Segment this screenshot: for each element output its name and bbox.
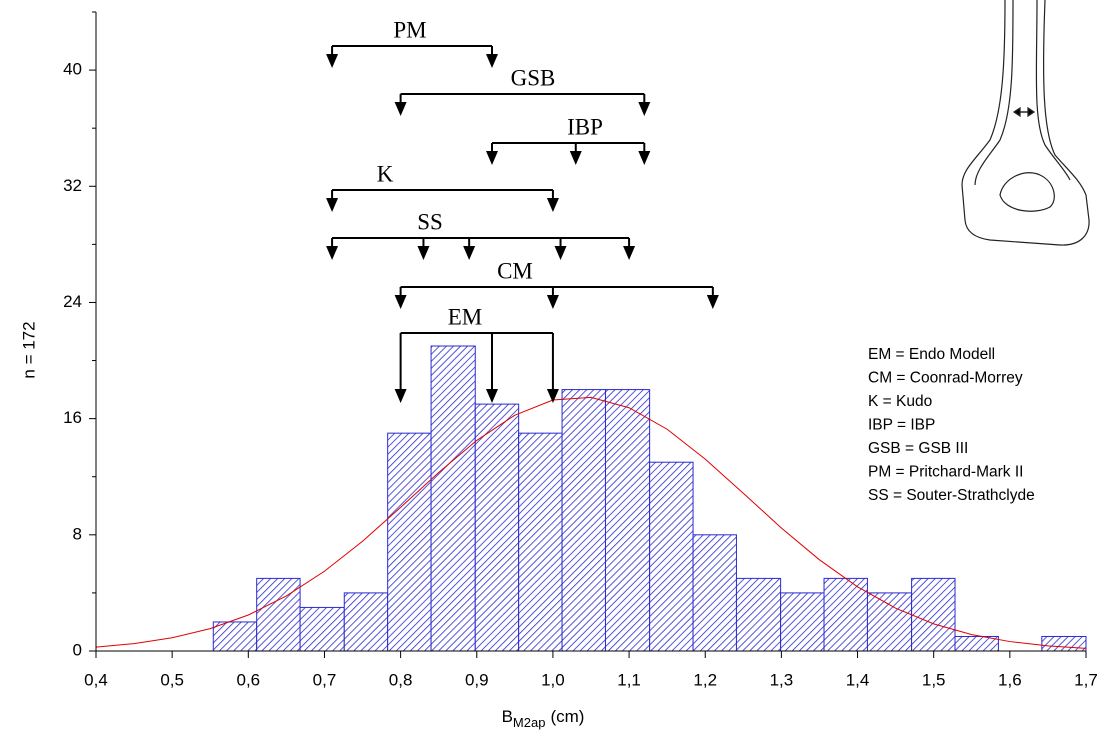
bracket-label: GSB bbox=[511, 65, 556, 90]
implant-bracket: GSB bbox=[394, 65, 651, 116]
histogram-bar bbox=[561, 389, 606, 652]
x-tick-label: 0,8 bbox=[389, 670, 413, 689]
x-tick-label: 0,5 bbox=[160, 670, 184, 689]
histogram-bar bbox=[604, 389, 651, 652]
implant-bracket: CM bbox=[394, 258, 719, 309]
x-label-sub: M2ap bbox=[513, 715, 546, 730]
y-tick-label: 8 bbox=[73, 524, 82, 543]
bracket-label: K bbox=[377, 161, 394, 186]
histogram-bar bbox=[430, 345, 476, 652]
arrow-head bbox=[486, 54, 498, 68]
arrow-head bbox=[326, 198, 339, 212]
arrow-head bbox=[417, 246, 430, 260]
implant-bracket: IBP bbox=[486, 114, 651, 165]
x-tick-label: 1,7 bbox=[1074, 670, 1098, 689]
x-label-unit: (cm) bbox=[550, 707, 584, 726]
histogram-bar bbox=[299, 606, 345, 652]
legend-entry: EM = Endo Modell bbox=[868, 346, 995, 363]
histogram-bar bbox=[256, 577, 301, 652]
x-tick-label: 0,7 bbox=[313, 670, 337, 689]
histogram-bar bbox=[474, 403, 520, 652]
implant-bracket: EM bbox=[394, 304, 559, 403]
histogram-bar bbox=[212, 621, 258, 652]
arrow-head bbox=[546, 198, 559, 212]
y-tick-label: 32 bbox=[63, 176, 82, 195]
normal-curve bbox=[95, 396, 1087, 649]
histogram-bar bbox=[735, 577, 782, 652]
arrow-head bbox=[486, 389, 498, 403]
x-tick-label: 1,5 bbox=[922, 670, 946, 689]
arrow-head bbox=[463, 246, 476, 260]
histogram-bar bbox=[649, 461, 694, 652]
histogram-bar bbox=[911, 577, 956, 652]
arrow-head bbox=[394, 102, 407, 116]
arrow-head bbox=[638, 151, 651, 165]
bracket-label: IBP bbox=[567, 114, 603, 139]
bracket-label: EM bbox=[448, 304, 483, 329]
arrow-head bbox=[326, 246, 339, 260]
x-tick-label: 0,4 bbox=[84, 670, 108, 689]
histogram-bar bbox=[823, 577, 868, 652]
legend-entry: PM = Pritchard-Mark II bbox=[868, 464, 1023, 481]
arrow-head bbox=[486, 151, 498, 165]
x-tick-label: 0,6 bbox=[236, 670, 260, 689]
x-tick-label: 1,3 bbox=[770, 670, 794, 689]
histogram-bar bbox=[387, 432, 432, 652]
x-tick-label: 0,9 bbox=[465, 670, 489, 689]
legend-entry: SS = Souter-Strathclyde bbox=[868, 487, 1035, 504]
histogram-bar bbox=[866, 592, 913, 652]
histogram-bar bbox=[692, 534, 737, 652]
bracket-label: PM bbox=[393, 17, 426, 42]
x-tick-label: 1,6 bbox=[998, 670, 1022, 689]
legend-entry: GSB = GSB III bbox=[868, 440, 968, 457]
y-tick-label: 16 bbox=[63, 408, 82, 427]
x-tick-label: 1,2 bbox=[693, 670, 717, 689]
arrow-head bbox=[569, 151, 582, 165]
arrow-head bbox=[638, 102, 651, 116]
legend-entry: K = Kudo bbox=[868, 393, 932, 410]
bone-drawing bbox=[961, 0, 1090, 246]
x-label-main: B bbox=[502, 707, 513, 726]
legend-entry: IBP = IBP bbox=[868, 417, 935, 434]
arrow-head bbox=[394, 389, 407, 403]
arrow-head bbox=[546, 295, 559, 309]
arrow-head bbox=[326, 54, 339, 68]
implant-bracket: SS bbox=[326, 209, 636, 260]
arrow-head bbox=[623, 246, 636, 260]
bracket-label: SS bbox=[417, 209, 443, 234]
histogram-bar bbox=[518, 432, 563, 652]
y-tick-label: 40 bbox=[63, 60, 82, 79]
x-tick-label: 1,4 bbox=[846, 670, 870, 689]
x-axis-label: BM2ap (cm) bbox=[502, 707, 585, 730]
arrow-head bbox=[394, 295, 407, 309]
implant-bracket: PM bbox=[326, 17, 498, 68]
x-tick-label: 1,0 bbox=[541, 670, 565, 689]
legend-entry: CM = Coonrad-Morrey bbox=[868, 370, 1023, 387]
y-tick-label: 24 bbox=[63, 292, 82, 311]
implant-bracket: K bbox=[326, 161, 559, 212]
bracket-label: CM bbox=[497, 258, 533, 283]
histogram-bar bbox=[780, 592, 825, 652]
arrow-head bbox=[546, 389, 559, 403]
y-tick-label: 0 bbox=[73, 640, 82, 659]
x-tick-label: 1,1 bbox=[617, 670, 641, 689]
y-axis-label: n = 172 bbox=[19, 321, 38, 378]
arrow-head bbox=[554, 246, 567, 260]
histogram-bar bbox=[1041, 635, 1087, 652]
arrow-head bbox=[706, 295, 719, 309]
histogram-bar bbox=[343, 592, 389, 652]
